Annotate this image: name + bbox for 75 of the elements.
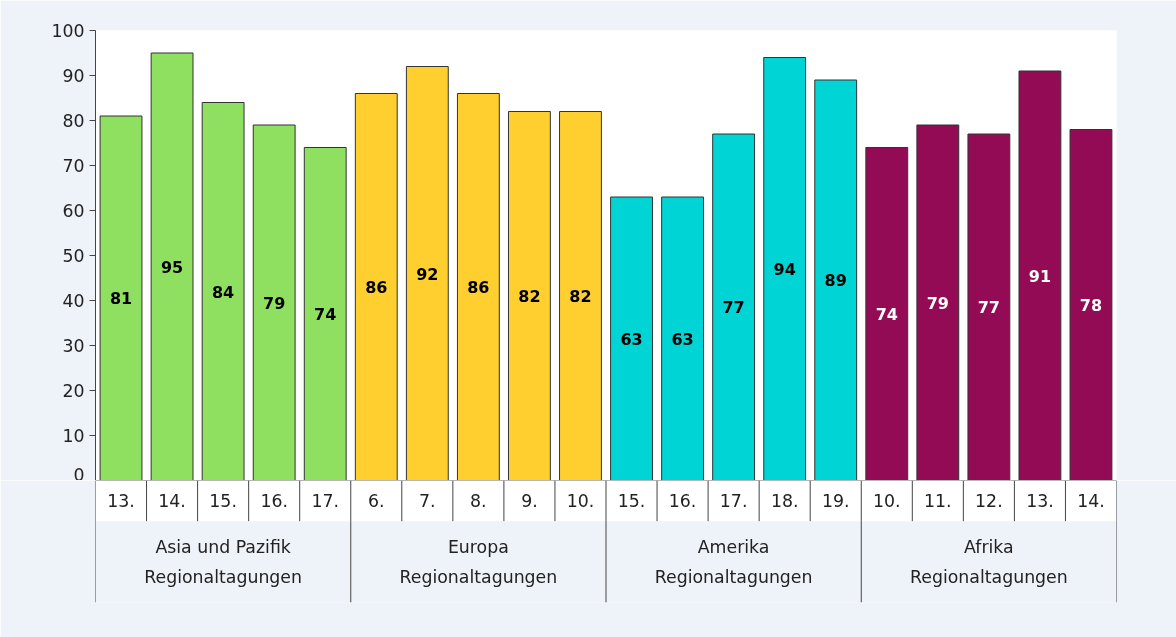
x-tick-label: 15.	[617, 491, 646, 512]
data-label: 74	[875, 305, 898, 324]
bar	[814, 79, 858, 480]
text: Europa Regionaltagungen	[399, 536, 558, 587]
x-tick-label: 16.	[260, 491, 288, 512]
data-label: 78	[1079, 296, 1103, 315]
bar	[916, 124, 960, 480]
bar	[559, 111, 602, 480]
x-tick-label: 12.	[975, 491, 1003, 512]
x-tick-label: 17.	[719, 491, 748, 512]
y-tick-label: 20	[62, 381, 85, 401]
data-label: 82	[518, 287, 541, 306]
y-tick-label: 0	[73, 464, 85, 485]
data-label: 82	[569, 287, 592, 306]
bar	[507, 111, 551, 480]
bar	[610, 196, 653, 480]
data-label: 77	[977, 298, 1001, 318]
x-tick-label: 7.	[419, 491, 436, 512]
x-tick-label: 18.	[770, 491, 799, 512]
x-tick-label: 14.	[1077, 491, 1105, 512]
data-label: 79	[926, 293, 949, 313]
x-tick-label: 19.	[821, 491, 850, 512]
x-tick-label: 13.	[107, 491, 135, 512]
bar	[405, 66, 449, 480]
data-label: 92	[416, 264, 439, 284]
data-label: 86	[467, 278, 490, 297]
x-tick-label: 14.	[158, 491, 186, 512]
x-tick-label: 9.	[521, 491, 538, 512]
y-tick-label: 70	[62, 156, 85, 176]
x-tick-label: 17.	[311, 491, 340, 512]
data-label: 74	[314, 305, 337, 324]
data-label: 89	[824, 271, 847, 291]
data-label: 86	[365, 278, 388, 297]
data-label: 91	[1028, 266, 1052, 286]
bar	[303, 147, 347, 480]
data-label: 81	[109, 289, 133, 309]
x-tick-label: 15.	[209, 491, 237, 512]
text: Amerika Regionaltagungen	[654, 536, 813, 587]
bar	[763, 57, 807, 480]
y-tick-label: 10	[62, 426, 85, 446]
bar	[99, 115, 143, 480]
data-label: 63	[620, 329, 643, 349]
bar	[661, 196, 705, 480]
x-tick-label: 6.	[368, 491, 385, 512]
x-tick-label: 16.	[668, 491, 697, 512]
bar	[150, 52, 194, 480]
y-tick-label: 80	[62, 111, 85, 131]
data-label: 77	[722, 298, 745, 318]
bar	[967, 133, 1011, 480]
data-label: 79	[263, 293, 286, 313]
bar	[201, 102, 245, 480]
bar	[354, 93, 398, 480]
y-tick-label: 40	[62, 291, 85, 311]
bar	[1069, 129, 1113, 480]
x-tick-label: 10.	[873, 491, 901, 512]
data-label: 84	[211, 282, 235, 302]
y-tick-label: 50	[62, 246, 85, 266]
bar	[252, 124, 296, 480]
x-tick-label: 8.	[470, 491, 487, 512]
y-tick-label: 90	[62, 66, 85, 86]
bar	[1018, 70, 1062, 480]
x-tick-label: 13.	[1026, 491, 1054, 512]
x-tick-label: 11.	[924, 491, 952, 512]
bar	[865, 147, 909, 480]
text: Afrika Regionaltagungen	[909, 536, 1068, 587]
y-tick-label: 60	[62, 201, 85, 221]
data-label: 94	[773, 260, 796, 279]
y-tick-label: 30	[62, 336, 85, 356]
text: Asia und Pazifik Regionaltagungen	[144, 536, 303, 587]
x-tick-label: 10.	[566, 491, 595, 512]
bar	[456, 93, 500, 480]
bar	[712, 133, 756, 480]
data-label: 63	[671, 329, 694, 349]
y-tick-label: 100	[51, 21, 85, 41]
data-label: 95	[160, 257, 184, 277]
